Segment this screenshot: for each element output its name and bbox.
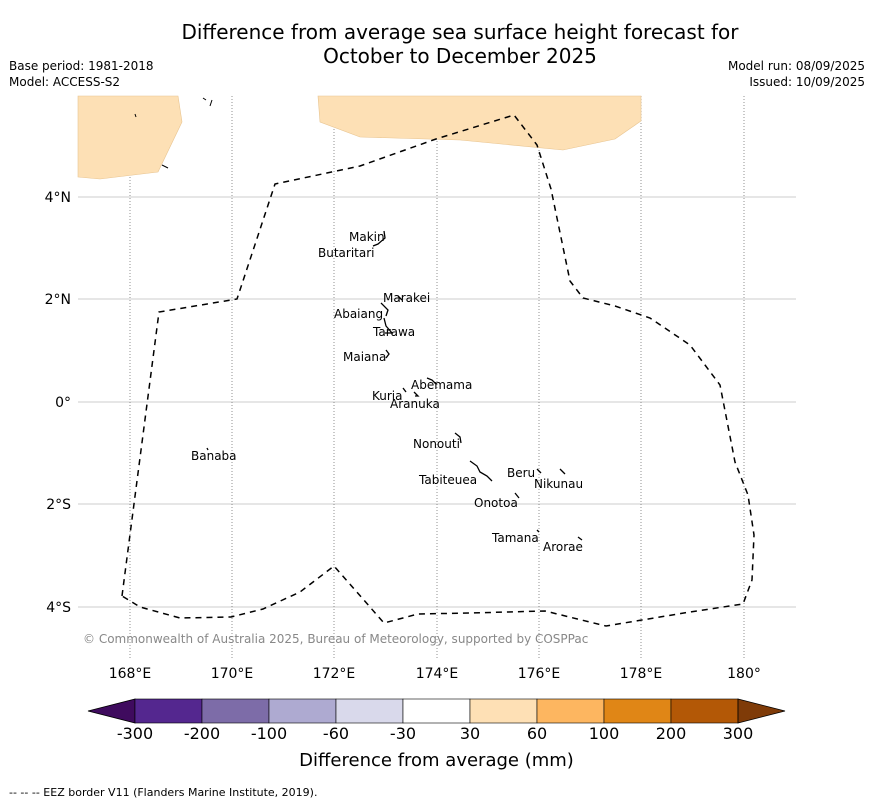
land-areas [77, 95, 642, 180]
lat-labels: 4°N 2°N 0° 2°S 4°S [45, 190, 72, 616]
colorbar-segment [335, 698, 404, 724]
colorbar-tick-label: -300 [116, 724, 154, 743]
colorbar-labels: -300 -200 -100 -60 -30 30 60 100 200 300 [0, 724, 873, 744]
colorbar-extend-low [87, 698, 136, 724]
colorbar-segment [201, 698, 270, 724]
atoll-nonouti [454, 432, 462, 444]
lon-label: 174°E [416, 666, 459, 682]
colorbar [87, 698, 786, 724]
eez-border [121, 114, 755, 627]
place-label: Kuria [372, 389, 403, 403]
place-label: Abaiang [334, 307, 383, 321]
lat-label: 0° [55, 395, 71, 411]
colorbar-segment [402, 698, 471, 724]
place-label: Nikunau [534, 477, 583, 491]
title-line-1: Difference from average sea surface heig… [181, 20, 739, 44]
place-label: Banaba [191, 449, 237, 463]
colorbar-segment [536, 698, 605, 724]
colorbar-segment [670, 698, 739, 724]
land-area-north [317, 95, 642, 151]
atoll-nikunau [559, 468, 566, 475]
lon-label: 176°E [518, 666, 561, 682]
issued-label: Issued: 10/09/2025 [749, 75, 865, 89]
place-label: Nonouti [413, 437, 460, 451]
lat-label: 4°S [46, 600, 71, 616]
colorbar-segment [603, 698, 672, 724]
meta-left: Base period: 1981-2018 Model: ACCESS-S2 [9, 58, 154, 90]
atoll-tabiteuea [469, 460, 493, 482]
colorbar-tick-label: 60 [526, 724, 548, 743]
small-coastlines [134, 97, 213, 169]
place-label: Marakei [383, 291, 430, 305]
lat-label: 2°S [46, 497, 71, 513]
lon-label: 172°E [313, 666, 356, 682]
lon-label: 168°E [109, 666, 152, 682]
eez-legend-note: -- -- -- EEZ border V11 (Flanders Marine… [9, 786, 318, 799]
lon-labels: 168°E 170°E 172°E 174°E 176°E 178°E 180° [109, 666, 761, 682]
meta-right: Model run: 08/09/2025 Issued: 10/09/2025 [728, 58, 865, 90]
atolls [206, 230, 583, 541]
copyright-text: © Commonwealth of Australia 2025, Bureau… [83, 632, 589, 646]
atoll-onotoa [514, 492, 520, 499]
atoll-butaritari [372, 230, 386, 247]
base-period-label: Base period: 1981-2018 [9, 59, 154, 73]
colorbar-tick-label: -30 [389, 724, 417, 743]
place-label: Beru [507, 466, 535, 480]
colorbar-segment [134, 698, 203, 724]
coastline-fragment [209, 99, 213, 107]
title-line-2: October to December 2025 [323, 44, 597, 68]
colorbar-tick-label: 100 [588, 724, 620, 743]
colorbar-segment [469, 698, 538, 724]
colorbar-tick-label: -100 [250, 724, 288, 743]
atoll-maiana [385, 349, 390, 359]
atoll-aranuka [413, 391, 420, 397]
coastline-fragment [202, 97, 207, 101]
land-area-northwest [77, 95, 183, 180]
colorbar-tick-label: -200 [183, 724, 221, 743]
colorbar-extend-high [737, 698, 786, 724]
atoll-beru [536, 468, 542, 474]
atoll-kuria [402, 387, 407, 393]
colorbar-tick-label: 300 [722, 724, 754, 743]
place-label: Tamana [491, 531, 539, 545]
atoll-tamana [536, 529, 540, 533]
lat-label: 4°N [45, 190, 71, 206]
place-labels: Makin Butaritari Marakei Abaiang Tarawa … [191, 230, 583, 554]
atoll-abemama [426, 377, 437, 385]
lon-gridlines [129, 96, 745, 658]
place-label: Makin [349, 230, 385, 244]
atoll-banaba [206, 447, 209, 451]
lat-label: 2°N [45, 292, 71, 308]
model-label: Model: ACCESS-S2 [9, 75, 121, 89]
colorbar-tick-label: -60 [322, 724, 350, 743]
atoll-arorae [577, 536, 583, 541]
colorbar-tick-label: 200 [655, 724, 687, 743]
colorbar-segment [268, 698, 337, 724]
coastline-fragment [134, 113, 137, 118]
colorbar-title: Difference from average (mm) [299, 750, 574, 771]
place-label: Tabiteuea [418, 473, 477, 487]
atoll-marakei [397, 295, 403, 301]
map-title: Difference from average sea surface heig… [0, 20, 873, 68]
place-label: Aranuka [390, 397, 440, 411]
lon-label: 180° [727, 666, 761, 682]
atoll-tarawa [383, 317, 394, 334]
lon-label: 170°E [211, 666, 254, 682]
coastline-fragment [161, 164, 169, 169]
colorbar-tick-label: 30 [459, 724, 481, 743]
lon-label: 178°E [620, 666, 663, 682]
place-label: Maiana [343, 350, 386, 364]
atoll-abaiang [380, 302, 389, 317]
place-label: Butaritari [318, 246, 375, 260]
model-run-label: Model run: 08/09/2025 [727, 59, 865, 73]
place-label: Abemama [411, 378, 472, 392]
place-label: Tarawa [372, 325, 415, 339]
place-label: Arorae [543, 540, 583, 554]
place-label: Onotoa [474, 496, 518, 510]
